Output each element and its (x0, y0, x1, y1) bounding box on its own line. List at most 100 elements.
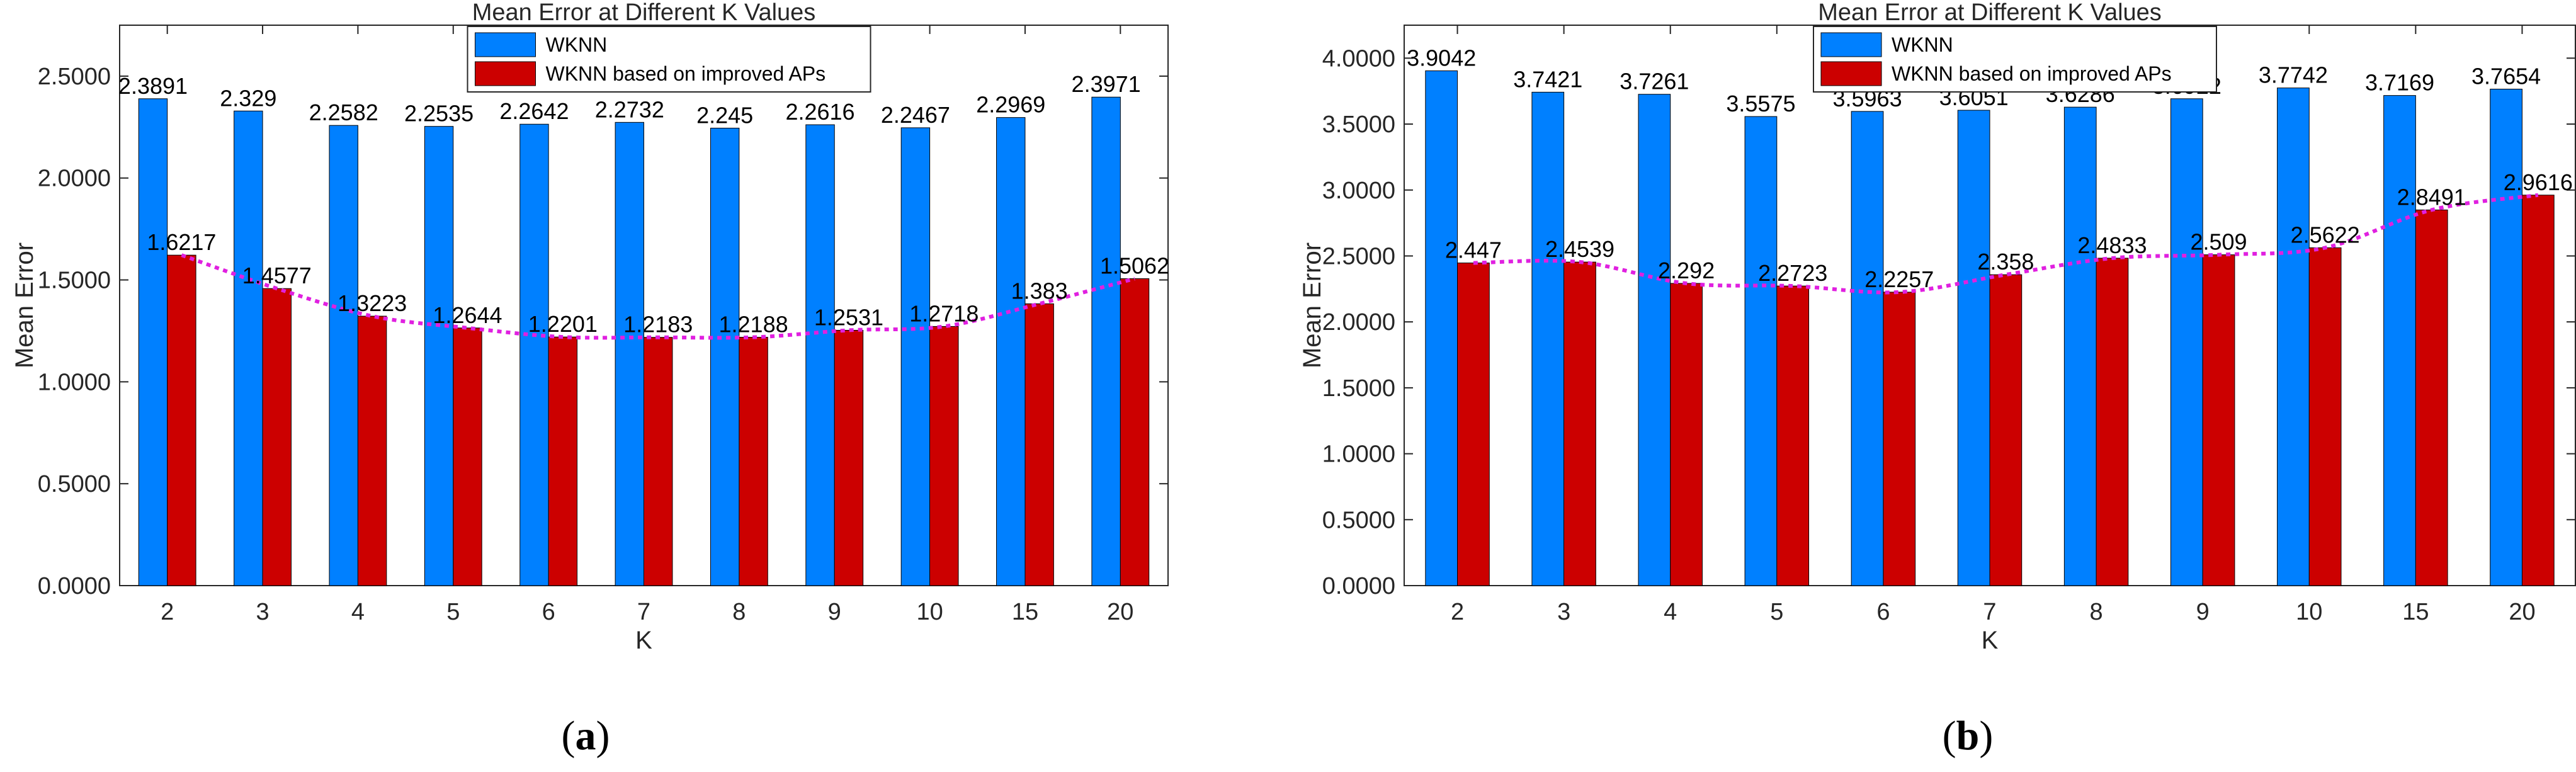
bar-wknn (1531, 91, 1565, 586)
data-label-wknn-improved: 1.6217 (147, 229, 216, 255)
y-tick-label: 1.0000 (38, 369, 111, 395)
x-tick-label: 7 (1983, 599, 1996, 625)
y-axis-label: Mean Error (1298, 242, 1326, 368)
data-label-wknn: 2.3891 (118, 73, 188, 99)
y-tick-label: 4.0000 (1322, 45, 1395, 72)
x-tick-label: 3 (1557, 599, 1570, 625)
bar-wknn (615, 122, 644, 586)
x-tick-label: 5 (446, 599, 460, 625)
bar-wknn (329, 125, 358, 586)
data-label-wknn: 3.7742 (2259, 62, 2328, 88)
legend-swatch (1820, 32, 1882, 57)
bar-wknn-improved (929, 326, 959, 586)
bar-wknn-improved (262, 288, 292, 586)
bar-wknn-improved (1883, 292, 1916, 586)
chart-title: Mean Error at Different K Values (1818, 0, 2162, 26)
data-label-wknn-improved: 2.292 (1658, 258, 1715, 283)
bar-wknn (1091, 96, 1121, 586)
data-label-wknn-improved: 2.2723 (1758, 260, 1827, 286)
data-label-wknn-improved: 2.509 (2190, 229, 2247, 255)
panel-caption: (a) (562, 713, 610, 759)
chart-svg: Mean Error at Different K Values 0.0000 0.… (11, 0, 1169, 759)
legend-label: WKNN (546, 33, 608, 56)
y-tick-label: 2.5000 (1322, 243, 1395, 270)
bar-wknn (710, 127, 740, 586)
bar-wknn (2490, 88, 2522, 586)
x-tick-label: 7 (637, 599, 650, 625)
data-label-wknn-improved: 1.5062 (1100, 253, 1169, 279)
bar-wknn-improved (2415, 209, 2448, 586)
bar-wknn-improved (357, 315, 387, 586)
data-label-wknn: 2.2732 (595, 96, 664, 122)
data-label-wknn-improved: 1.4577 (242, 263, 312, 288)
bar-wknn (2383, 95, 2416, 586)
x-tick-label: 15 (2402, 599, 2429, 625)
y-tick-label: 1.5000 (38, 268, 111, 294)
bar-wknn-improved (644, 337, 673, 586)
x-tick-label: 10 (2296, 599, 2322, 625)
bar-wknn-improved (1989, 274, 2023, 586)
bar-wknn-improved (834, 329, 864, 586)
data-label-wknn-improved: 2.9616 (2504, 169, 2573, 195)
data-label-wknn: 2.329 (220, 85, 276, 111)
data-label-wknn-improved: 2.8491 (2397, 184, 2466, 210)
bar-wknn-improved (453, 327, 482, 586)
bar-wknn-improved (2308, 247, 2342, 586)
bar-wknn (1957, 110, 1990, 586)
x-tick-label: 9 (2196, 599, 2210, 625)
data-label-wknn-improved: 2.5622 (2291, 222, 2360, 247)
bar-wknn-improved (1120, 278, 1150, 586)
bar-wknn (234, 110, 263, 586)
data-label-wknn-improved: 1.383 (1011, 278, 1068, 304)
x-tick-label: 2 (1451, 599, 1464, 625)
bar-wknn-improved (2096, 258, 2129, 586)
data-label-wknn: 3.7169 (2365, 70, 2434, 96)
bar-wknn-improved (1024, 303, 1054, 586)
trend-line (1473, 193, 2539, 295)
bar-wknn (900, 127, 931, 586)
legend-swatch (475, 61, 536, 86)
legend-label: WKNN based on improved APs (1892, 62, 2172, 85)
legend-swatch (475, 32, 536, 57)
y-tick-label: 1.5000 (1322, 375, 1395, 402)
panel-caption: (b) (1943, 713, 1994, 759)
x-tick-label: 4 (351, 599, 365, 625)
chart-svg: Mean Error at Different K Values 0.0000 0.… (1298, 0, 2576, 759)
bar-wknn-improved (1563, 261, 1596, 586)
y-tick-label: 0.0000 (38, 573, 111, 599)
bar-wknn (1744, 116, 1778, 586)
data-label-wknn: 3.9042 (1407, 45, 1476, 71)
bar-wknn (519, 123, 549, 586)
bar-wknn-improved (2202, 254, 2235, 586)
bar-wknn (2170, 98, 2203, 586)
y-tick-label: 0.5000 (1322, 507, 1395, 533)
x-tick-label: 6 (1876, 599, 1890, 625)
data-label-wknn: 2.2582 (309, 99, 378, 125)
data-label-wknn: 2.245 (696, 102, 753, 128)
x-tick-label: 10 (916, 599, 943, 625)
x-tick-label: 8 (732, 599, 746, 625)
x-tick-label: 5 (1770, 599, 1783, 625)
chart-panel-a: Mean Error at Different K Values 0.0000 0.… (11, 0, 1169, 759)
data-label-wknn-improved: 2.447 (1445, 237, 1502, 263)
data-label-wknn: 2.2535 (404, 101, 474, 127)
y-tick-label: 2.0000 (1322, 309, 1395, 336)
data-label-wknn-improved: 1.2183 (623, 312, 693, 338)
bar-wknn (805, 124, 835, 586)
bar-wknn (1425, 70, 1458, 586)
data-label-wknn: 3.5575 (1726, 91, 1795, 116)
legend-label: WKNN (1892, 33, 1953, 56)
x-tick-label: 4 (1664, 599, 1677, 625)
legend: WKNN WKNN based on improved APs (1813, 26, 2217, 93)
bar-wknn-improved (2521, 195, 2555, 586)
bar-wknn (996, 117, 1026, 586)
trend-line (181, 253, 1135, 340)
y-axis-label: Mean Error (11, 242, 38, 368)
data-label-wknn-improved: 1.2201 (528, 311, 598, 337)
data-label-wknn: 2.2642 (499, 98, 569, 124)
data-label-wknn-improved: 2.4539 (1545, 236, 1614, 262)
data-label-wknn-improved: 1.2644 (433, 302, 502, 328)
data-label-wknn-improved: 2.4833 (2077, 232, 2147, 258)
bar-wknn (424, 126, 454, 586)
x-tick-label: 20 (1107, 599, 1133, 625)
